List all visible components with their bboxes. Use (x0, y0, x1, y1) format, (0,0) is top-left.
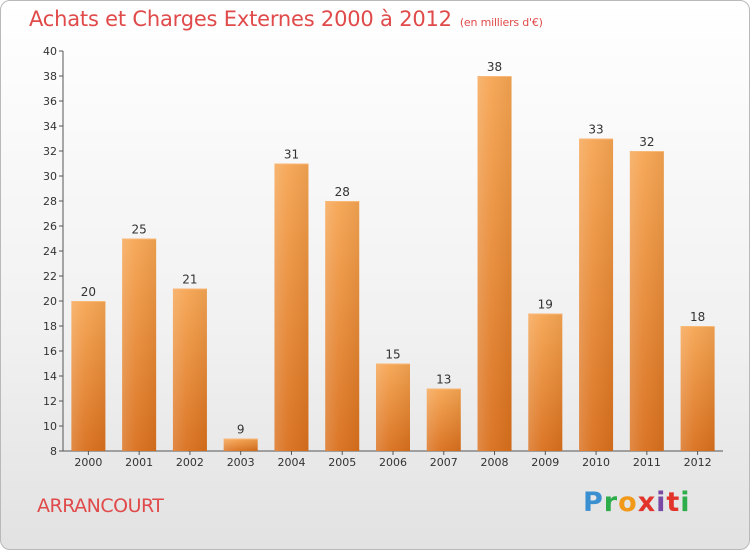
bar-value-label: 18 (690, 310, 705, 324)
y-tick-label: 40 (43, 45, 57, 58)
y-tick-label: 22 (43, 270, 57, 283)
x-tick-label: 2007 (430, 456, 458, 469)
bar-value-label: 9 (237, 423, 245, 437)
y-tick-label: 12 (43, 395, 57, 408)
x-tick-label: 2011 (633, 456, 661, 469)
chart-title: Achats et Charges Externes 2000 à 2012 (e… (29, 7, 543, 31)
x-tick-label: 2003 (227, 456, 255, 469)
y-tick-label: 26 (43, 220, 57, 233)
bar-value-label: 38 (487, 60, 502, 74)
bar-value-label: 19 (538, 298, 553, 312)
y-tick-label: 32 (43, 145, 57, 158)
y-tick-label: 20 (43, 295, 57, 308)
bar-value-label: 32 (639, 135, 654, 149)
logo-letter: o (618, 487, 638, 518)
chart-title-text: Achats et Charges Externes 2000 à 2012 (29, 7, 452, 31)
y-tick-label: 24 (43, 245, 57, 258)
bar-shine (426, 388, 461, 451)
x-tick-label: 2008 (481, 456, 509, 469)
commune-name: ARRANCOURT (37, 495, 164, 517)
bar-shine (477, 76, 512, 451)
bar-value-label: 33 (588, 123, 603, 137)
logo-letter: x (637, 487, 657, 518)
bar-value-label: 31 (284, 148, 299, 162)
bar-value-label: 28 (335, 185, 350, 199)
x-tick-label: 2001 (125, 456, 153, 469)
x-tick-label: 2000 (74, 456, 102, 469)
bar-value-label: 15 (385, 348, 400, 362)
bar-shine (325, 201, 360, 451)
logo-letter: t (666, 487, 681, 518)
y-tick-label: 10 (43, 420, 57, 433)
bar-shine (680, 326, 715, 451)
y-tick-label: 34 (43, 120, 57, 133)
bar-shine (122, 238, 157, 451)
proxiti-logo: Proxiti (583, 487, 691, 518)
bars: 20 25 21 9 31 28 15 13 38 19 33 32 18 (71, 60, 715, 451)
bar-shine (579, 138, 614, 451)
bar-shine (223, 438, 258, 451)
y-tick-label: 16 (43, 345, 57, 358)
x-tick-label: 2004 (277, 456, 305, 469)
y-tick-label: 28 (43, 195, 57, 208)
x-tick-label: 2005 (328, 456, 356, 469)
x-tick-label: 2009 (531, 456, 559, 469)
x-tick-label: 2012 (684, 456, 712, 469)
chart-subtitle: (en milliers d'€) (459, 16, 543, 29)
bar-value-label: 20 (81, 285, 96, 299)
bar-shine (528, 313, 563, 451)
bar-value-label: 13 (436, 373, 451, 387)
logo-letter: r (603, 487, 619, 518)
bar-shine (71, 301, 106, 451)
logo-letter: i (656, 487, 667, 518)
bar-shine (274, 163, 309, 451)
bar-value-label: 21 (182, 273, 197, 287)
y-tick-label: 38 (43, 70, 57, 83)
bar-shine (172, 288, 207, 451)
x-tick-label: 2010 (582, 456, 610, 469)
x-tick-label: 2002 (176, 456, 204, 469)
y-tick-label: 36 (43, 95, 57, 108)
axes: 8 10 12 14 16 18 20 22 24 26 28 30 32 34 36 38 40 2000 200… (43, 45, 723, 469)
y-tick-label: 8 (50, 445, 57, 458)
y-tick-label: 18 (43, 320, 57, 333)
logo-letter: P (583, 487, 604, 518)
bar-shine (629, 151, 664, 451)
y-tick-label: 30 (43, 170, 57, 183)
bar-shine (376, 363, 410, 451)
x-tick-label: 2006 (379, 456, 407, 469)
bar-value-label: 25 (132, 223, 147, 237)
y-tick-label: 14 (43, 370, 57, 383)
logo-letter: i (680, 487, 691, 518)
